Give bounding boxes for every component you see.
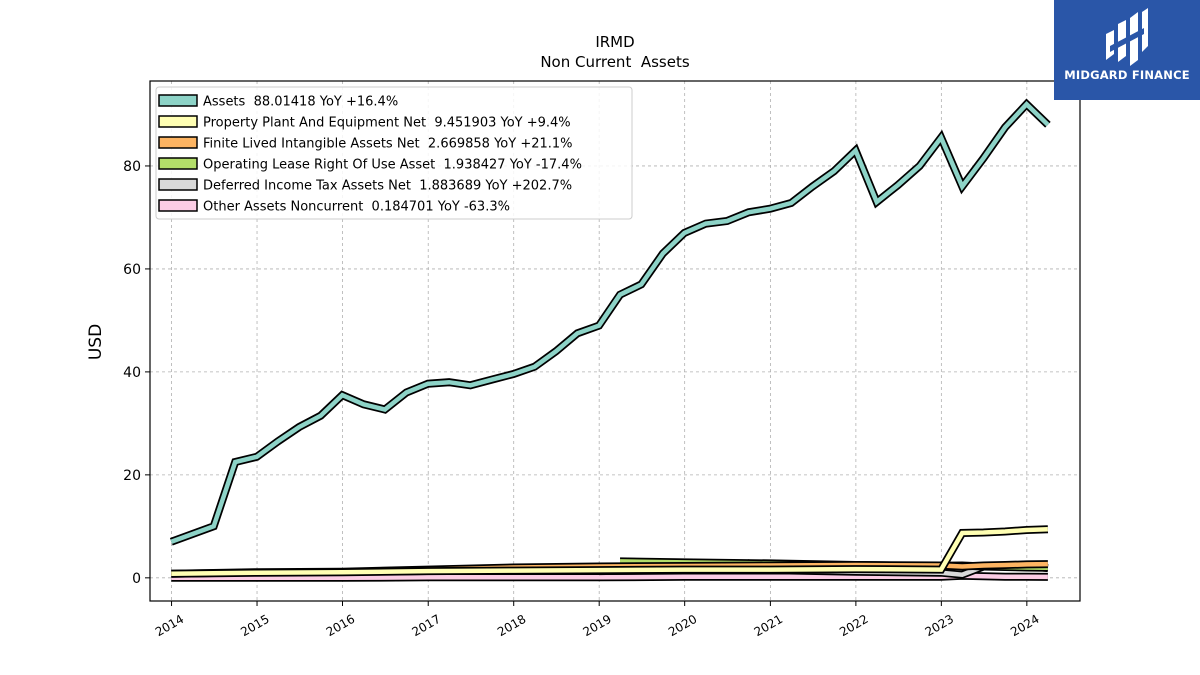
x-tick-label: 2015 (238, 612, 271, 639)
x-tick-label: 2017 (409, 612, 442, 639)
x-tick-label: 2014 (153, 612, 186, 639)
legend-swatch (158, 199, 198, 212)
x-tick-label: 2018 (495, 612, 528, 639)
logo: MIDGARD FINANCE (1054, 0, 1200, 100)
series-line (170, 100, 1050, 544)
y-tick-label: 40 (123, 365, 141, 381)
series-line (171, 526, 1048, 576)
legend-entry: Deferred Income Tax Assets Net 1.883689 … (203, 179, 572, 194)
legend-entry: Other Assets Noncurrent 0.184701 YoY -63… (203, 200, 510, 215)
legend-swatch (158, 115, 198, 128)
x-tick-label: 2024 (1008, 612, 1041, 639)
legend-swatch (158, 157, 198, 170)
midgard-logo-icon (1106, 8, 1148, 66)
x-tick-label: 2021 (752, 612, 785, 639)
legend-entry: Operating Lease Right Of Use Asset 1.938… (203, 158, 582, 173)
y-axis-label: USD (86, 324, 106, 360)
y-tick-label: 80 (123, 159, 141, 175)
x-tick-label: 2022 (837, 612, 870, 639)
legend-entry: Property Plant And Equipment Net 9.45190… (203, 116, 571, 131)
series-outline (171, 525, 1049, 578)
legend-entry: Assets 88.01418 YoY +16.4% (203, 95, 398, 110)
logo-text: MIDGARD FINANCE (1064, 68, 1190, 82)
legend-swatch (158, 136, 198, 149)
x-tick-label: 2020 (666, 612, 699, 639)
grid (150, 81, 1080, 601)
y-tick-label: 20 (123, 468, 141, 484)
legend: Assets 88.01418 YoY +16.4% Property Plant… (155, 86, 633, 220)
legend-box (155, 86, 633, 220)
y-tick-label: 60 (123, 262, 141, 278)
legend-swatch (158, 94, 198, 107)
legend-swatch (158, 178, 198, 191)
y-tick-label: 0 (132, 571, 141, 587)
chart-subtitle: Non Current Assets (540, 53, 690, 71)
x-tick-label: 2016 (324, 612, 357, 639)
plot-series (169, 98, 1051, 582)
x-tick-label: 2023 (923, 612, 956, 639)
legend-entry: Finite Lived Intangible Assets Net 2.669… (203, 137, 573, 152)
x-tick-label: 2019 (580, 612, 613, 639)
series-line (171, 573, 1048, 581)
chart-title: IRMD (595, 33, 634, 51)
plot-frame (149, 80, 1081, 602)
